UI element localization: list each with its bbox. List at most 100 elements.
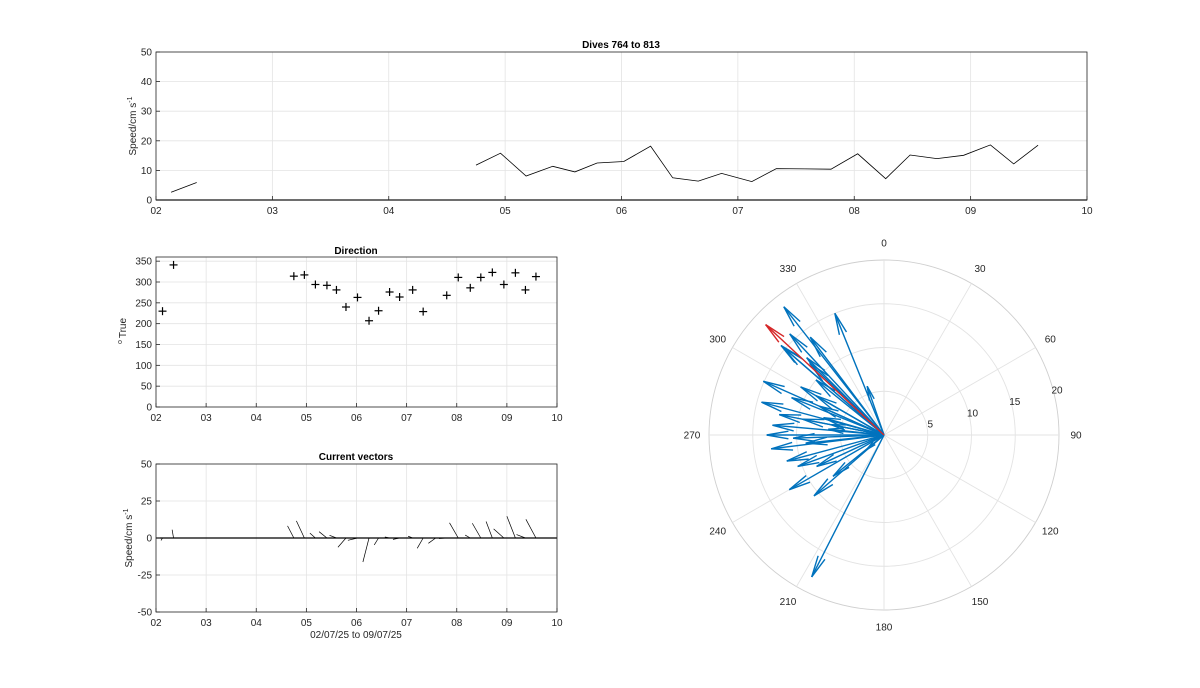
current-vector [493, 528, 505, 539]
current-vector [309, 532, 316, 539]
y-tick-label: 40 [141, 77, 153, 88]
compass-spoke [883, 283, 972, 436]
compass-ring-label: 10 [967, 408, 979, 419]
compass-arrow-latest [765, 324, 885, 436]
direction-point [341, 303, 350, 311]
compass-arrow [786, 434, 885, 462]
speed-grid [155, 51, 1088, 201]
x-tick-label: 10 [1081, 206, 1093, 217]
x-tick-label: 05 [500, 206, 512, 217]
x-tick-label: 03 [201, 618, 213, 629]
direction-grid [155, 257, 558, 408]
current-vector [373, 537, 379, 546]
x-tick-label: 07 [732, 206, 744, 217]
compass-angle-label: 210 [780, 597, 797, 608]
compass-angle-label: 270 [684, 431, 701, 442]
compass-arrow [766, 430, 884, 440]
direction-point [158, 307, 167, 316]
compass-arrow [761, 401, 885, 436]
vectors-ticks: 02 03 04 05 06 07 08 09 10 -50 -25 0 25 50 [138, 460, 563, 630]
current-vector [525, 519, 537, 539]
x-tick-label: 06 [616, 206, 628, 217]
speed-series-line [170, 182, 197, 193]
compass-arrow [797, 434, 885, 468]
direction-point [454, 273, 463, 282]
direction-point [289, 272, 298, 281]
compass-arrow [816, 434, 885, 468]
y-tick-label: 25 [141, 497, 153, 508]
direction-title: Direction [334, 246, 377, 257]
compass-angle-label: 240 [709, 527, 726, 538]
compass-spoke [883, 434, 1036, 523]
y-tick-label: -50 [138, 608, 153, 619]
current-vector [416, 537, 424, 549]
y-tick-label: 0 [146, 534, 152, 545]
compass-panel: 5 10 15 20 0 30 60 90 120 150 180 210 240 270 300 330 [684, 239, 1082, 634]
x-tick-label: 08 [451, 413, 463, 424]
direction-point [531, 272, 540, 281]
current-vector [506, 516, 516, 539]
compass-angle-label: 180 [876, 623, 893, 634]
compass-angle-label: 120 [1042, 527, 1059, 538]
x-tick-label: 06 [351, 413, 363, 424]
compass-angle-label: 300 [709, 335, 726, 346]
compass-angle-label: 60 [1045, 335, 1057, 346]
current-vector [428, 537, 436, 544]
x-tick-label: 03 [267, 206, 279, 217]
current-vector [318, 531, 328, 539]
compass-arrow [813, 434, 885, 497]
current-vector [362, 537, 370, 563]
direction-point [353, 293, 362, 302]
direction-point [395, 293, 404, 301]
compass-angle-label: 90 [1070, 431, 1082, 442]
x-tick-label: 04 [251, 413, 263, 424]
current-vector [296, 520, 305, 539]
direction-point [311, 280, 320, 289]
compass-arrow [811, 434, 885, 578]
direction-point [365, 316, 374, 325]
compass-arrow [783, 347, 885, 436]
direction-point [488, 268, 497, 277]
x-tick-label: 04 [251, 618, 263, 629]
x-tick-label: 05 [301, 618, 313, 629]
x-tick-label: 02 [150, 413, 162, 424]
current-vector [471, 523, 482, 539]
y-tick-label: 0 [146, 403, 152, 414]
direction-point [419, 307, 428, 316]
direction-point [521, 285, 530, 294]
direction-point [332, 285, 341, 294]
x-tick-label: 08 [849, 206, 861, 217]
y-tick-label: 50 [141, 48, 153, 59]
compass-ring-label: 20 [1051, 386, 1063, 397]
compass-angle-label: 150 [972, 597, 989, 608]
compass-spoke [883, 434, 972, 587]
direction-point [300, 270, 309, 279]
x-tick-label: 09 [501, 618, 513, 629]
current-vector [287, 525, 295, 539]
compass-ring-label: 15 [1009, 397, 1021, 408]
direction-point [408, 285, 417, 294]
y-tick-label: 20 [141, 136, 153, 147]
y-tick-label: 10 [141, 166, 153, 177]
direction-ylabel: oTrue [117, 318, 129, 345]
x-tick-label: 05 [301, 413, 313, 424]
x-tick-label: 03 [201, 413, 213, 424]
y-tick-label: -25 [138, 571, 153, 582]
compass-arrow [789, 333, 885, 436]
x-tick-label: 07 [401, 618, 413, 629]
compass-spoke [796, 283, 885, 436]
compass-arrow [834, 312, 885, 436]
compass-spoke [883, 347, 1036, 436]
compass-spoke [796, 434, 885, 587]
compass-arrow [788, 434, 885, 491]
y-tick-label: 350 [135, 257, 152, 268]
x-tick-label: 08 [451, 618, 463, 629]
direction-point [374, 306, 383, 315]
direction-point [511, 268, 520, 277]
current-vector [449, 522, 459, 539]
direction-point [442, 291, 451, 300]
vectors-plot [156, 516, 557, 563]
x-tick-label: 09 [965, 206, 977, 217]
